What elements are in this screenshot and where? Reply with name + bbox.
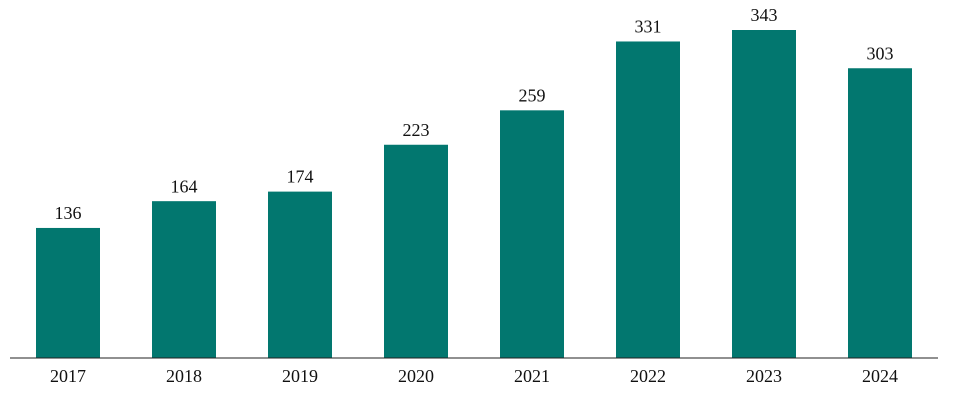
bar [384, 144, 448, 358]
x-tick-label: 2024 [862, 366, 898, 386]
x-tick-label: 2019 [282, 366, 318, 386]
x-tick-label: 2017 [50, 366, 86, 386]
x-tick-label: 2022 [630, 366, 666, 386]
x-tick-label: 2023 [746, 366, 782, 386]
value-label: 303 [867, 43, 894, 63]
value-label: 343 [751, 5, 778, 25]
bar [732, 30, 796, 358]
value-label: 136 [55, 203, 82, 223]
value-label: 223 [403, 120, 430, 140]
bar [36, 227, 100, 358]
bar [268, 191, 332, 358]
x-tick-label: 2018 [166, 366, 202, 386]
x-tick-label: 2021 [514, 366, 550, 386]
x-tick-label: 2020 [398, 366, 434, 386]
value-label: 164 [171, 176, 198, 196]
bar [616, 41, 680, 358]
value-label: 331 [635, 17, 662, 37]
bar [848, 68, 912, 358]
value-label: 174 [287, 167, 314, 187]
bar [152, 201, 216, 358]
value-label: 259 [519, 85, 546, 105]
bar [500, 110, 564, 358]
